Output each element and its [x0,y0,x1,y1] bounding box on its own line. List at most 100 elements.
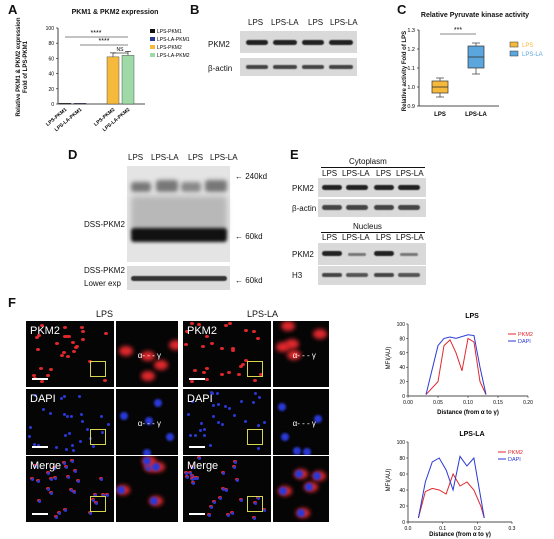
blot-b-actin [240,58,357,76]
scale-bar [32,446,48,448]
lane-d-2: LPS [188,153,204,162]
alpha-marker: α- - - γ [292,418,316,428]
chart-a-ytick-label: 100 [46,26,55,32]
chart-c-ytick-label: 0.9 [407,104,415,110]
micro-col-lpsla: LPS-LA [247,309,279,319]
scale-bar [32,378,48,380]
micro-image: DAPI [183,389,271,455]
alpha-marker: α- - - γ [137,350,161,360]
lane-e-2: LPS [376,169,392,178]
profile-xtick-label: 0.10 [463,400,473,406]
sig-c: *** [454,27,462,34]
profile-xtick-label: 0.1 [439,526,446,532]
zoom-region-box [247,429,263,445]
profile-lpsla-legend-0: PKM2 [508,450,523,456]
chart-c-ytick-label: 1.1 [407,66,415,72]
micro-row-label: Merge [187,460,219,472]
panel-label-f: F [8,295,16,310]
chart-c-title: Relative Pyruvate kinase activity [420,12,530,19]
legend-a-0: LPS-PKM1 [157,29,182,35]
profile-lpsla-pkm2-line [417,472,485,519]
mw-240: ← 240kd [235,172,268,181]
profile-ytick-label: 100 [397,440,406,446]
micro-image: α- - - γ [273,389,329,455]
lane-e-nuc-0: LPS [322,233,338,242]
chart-c: 0.9 1.0 1.1 1.2 1.3 *** LPS LPS-LA LPS LPS-L… [407,27,542,118]
chart-a-ytick-label: 20 [48,87,54,93]
micro-image: α- - - γ [273,321,329,387]
profile-xtick-label: 0.20 [523,400,533,406]
panel-label-e: E [290,147,299,162]
profile-lps-ylabel: MFI(AU) [386,347,392,370]
blot-b-row-actin: β-actin [208,64,233,73]
lane-b-3: LPS-LA [330,18,358,27]
legend-a-1: LPS-LA-PKM1 [157,37,190,43]
micro-row-label: DAPI [30,393,56,405]
legend-a-swatch-0 [150,29,155,33]
profile-ytick-label: 20 [399,380,405,386]
chart-c-ytick-label: 1.2 [407,47,415,53]
chart-a-ytick-label: 40 [48,72,54,78]
legend-a-swatch-3 [150,53,155,57]
chart-a-title: PKM1 & PKM2 expression [71,9,159,16]
alpha-marker: α- - - γ [137,418,161,428]
zoom-region-box [247,361,263,377]
micro-image: DAPI [26,389,114,455]
profile-lps-xlabel: Distance (from α to γ) [437,410,499,416]
blot-e-row-pkm2-c: PKM2 [292,184,314,193]
lane-e-nuc-2: LPS [376,233,392,242]
chart-c-xlabel-0: LPS [434,112,446,118]
profile-ytick-label: 40 [399,365,405,371]
profile-lps-dapi-line [425,334,487,395]
panel-label-b: B [190,2,200,17]
profile-xtick-label: 0.00 [403,400,413,406]
mw-60-a: ← 60kd [235,232,263,241]
blot-d-row2b: Lower exp [84,279,121,288]
profile-ytick-label: 80 [399,336,405,342]
profile-ytick-label: 100 [397,322,406,328]
lane-d-1: LPS-LA [151,153,179,162]
lane-e-0: LPS [322,169,338,178]
blot-b-row-pkm2: PKM2 [208,40,230,49]
lane-b-0: LPS [248,18,264,27]
blot-e-pkm2-nuc [318,243,426,265]
micro-image: α- - - γ [116,389,178,455]
panel-label-c: C [397,2,407,17]
blot-d-lower [127,266,230,290]
chart-c-xlabel-1: LPS-LA [465,112,487,118]
micro-row-label: PKM2 [187,325,217,337]
lane-e-nuc-3: LPS-LA [396,233,424,242]
blot-d-main [127,166,230,262]
profile-ytick-label: 0 [402,394,405,400]
legend-a-2: LPS-PKM2 [157,45,182,51]
micro-image: α- - - γ [116,321,178,387]
scale-bar [189,513,205,515]
blot-b-pkm2 [240,31,357,53]
profile-lpsla-ylabel: MFI(AU) [386,469,392,492]
mw-60-b: ← 60kd [235,276,263,285]
profile-lpsla-xlabel: Distance (from α to γ) [429,532,491,538]
micro-row-label: DAPI [187,393,213,405]
zoom-region-box [90,361,106,377]
profile-ytick-label: 60 [399,472,405,478]
profile-ytick-label: 60 [399,351,405,357]
blot-e-actin [318,199,426,217]
profile-lpsla-legend-1: DAPI [508,457,521,463]
sig-2: **** [99,38,110,45]
micro-row-label: Merge [30,460,62,472]
profile-lps-pkm2-line [425,337,487,395]
lane-e-3: LPS-LA [396,169,424,178]
micro-image [273,456,329,522]
lane-d-0: LPS [128,153,144,162]
profile-xtick-label: 0.15 [493,400,503,406]
profile-xtick-label: 0.0 [405,526,412,532]
chart-a-bar [58,103,72,105]
panel-label-d: D [68,147,78,162]
lane-b-2: LPS [308,18,324,27]
chart-a-ytick-label: 80 [48,41,54,47]
profile-lpsla-title: LPS-LA [459,431,484,438]
mw-240-label: 240kd [245,172,268,181]
alpha-marker: α- - - γ [292,350,316,360]
micro-image: PKM2 [26,321,114,387]
